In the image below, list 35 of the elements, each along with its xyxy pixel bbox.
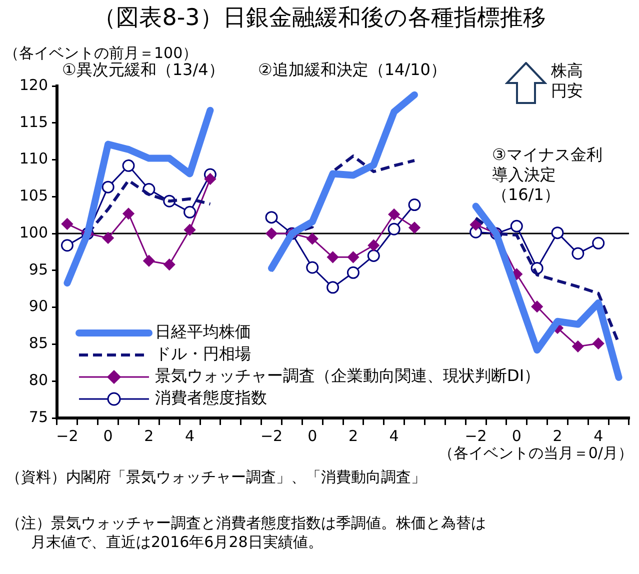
annotation: ③マイナス金利導入決定（16/1） bbox=[492, 145, 604, 205]
x-tick-label: −2 bbox=[56, 426, 78, 445]
x-tick-label: 4 bbox=[389, 426, 399, 445]
y-tick-label: 75 bbox=[28, 408, 48, 426]
legend-label: 消費者態度指数 bbox=[155, 388, 267, 408]
text: ①異次元緩和（13/4） bbox=[62, 60, 224, 80]
legend-label: 景気ウォッチャー調査（企業動向関連、現状判断DI） bbox=[155, 366, 540, 386]
x-tick-label: −2 bbox=[260, 426, 283, 445]
legend-label: ドル・円相場 bbox=[155, 344, 251, 364]
y-tick-label: 80 bbox=[28, 371, 48, 389]
y-tick-label: 95 bbox=[28, 260, 48, 278]
x-tick-label: 0 bbox=[103, 426, 113, 445]
legend-label: 日経平均株価 bbox=[155, 322, 251, 342]
x-axis-title: （各イベントの当月＝0/月） bbox=[438, 444, 633, 463]
text: ②追加緩和決定（14/10） bbox=[258, 60, 446, 80]
y-tick-label: 120 bbox=[19, 76, 48, 94]
y-tick-label: 115 bbox=[19, 112, 48, 131]
y-tick-label: 105 bbox=[19, 186, 48, 205]
text: （資料）内閣府「景気ウォッチャー調査」、「消費動向調査」 bbox=[6, 468, 426, 487]
x-tick-label: −2 bbox=[464, 426, 487, 445]
x-tick-label: 4 bbox=[185, 426, 195, 445]
x-tick-label: 0 bbox=[308, 426, 318, 445]
x-tick-label: 0 bbox=[512, 426, 522, 445]
x-tick-label: 2 bbox=[348, 426, 358, 445]
text: （注）景気ウォッチャー調査と消費者態度指数は季調値。株価と為替は月末値で、直近は2016年6月28日実績値。 bbox=[6, 514, 486, 552]
chart-title: （図表8-3）日銀金融緩和後の各種指標推移 bbox=[92, 4, 547, 33]
x-tick-label: 4 bbox=[594, 426, 604, 445]
y-axis-title: （各イベントの前月＝100） bbox=[4, 44, 198, 62]
y-tick-label: 110 bbox=[19, 150, 48, 168]
annotation: 株高円安 bbox=[551, 61, 584, 101]
x-tick-label: 2 bbox=[552, 426, 562, 445]
y-tick-label: 90 bbox=[28, 297, 48, 316]
y-tick-label: 85 bbox=[28, 334, 48, 352]
x-tick-label: 2 bbox=[144, 426, 154, 445]
y-tick-label: 100 bbox=[19, 223, 48, 242]
